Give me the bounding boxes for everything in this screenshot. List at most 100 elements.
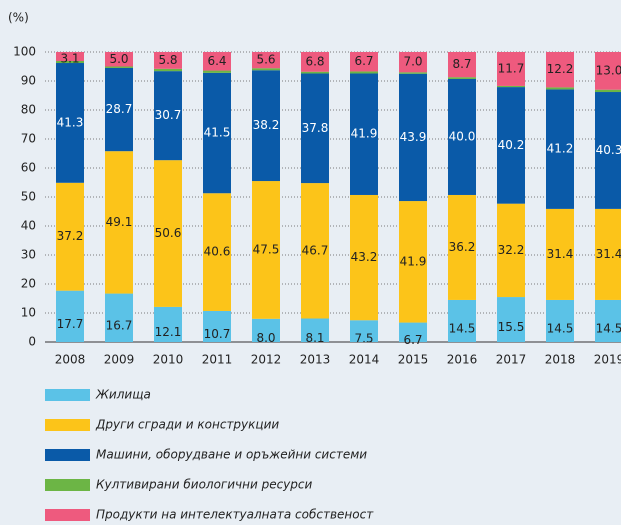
bar-segment: [595, 89, 621, 93]
bar-segment: [350, 73, 378, 195]
legend-swatch: [45, 449, 90, 461]
bar-segment: [203, 52, 231, 71]
bar-segment: [105, 66, 133, 68]
bar-segment: [595, 52, 621, 90]
y-tick-label: 50: [21, 190, 36, 204]
bar-segment: [448, 78, 476, 195]
data-label: 14.5: [547, 321, 574, 335]
data-label: 12.2: [547, 62, 574, 76]
x-tick-label: 2016: [447, 353, 478, 367]
bar-segment: [252, 52, 280, 69]
bar-segment: [350, 52, 378, 72]
data-label: 28.7: [106, 102, 133, 116]
y-tick-label: 100: [13, 45, 36, 59]
data-label: 15.5: [498, 320, 525, 334]
bar-segment: [56, 182, 84, 291]
x-tick-label: 2011: [202, 353, 233, 367]
x-tick-label: 2014: [349, 353, 380, 367]
x-tick-label: 2012: [251, 353, 282, 367]
data-label: 31.4: [596, 247, 621, 261]
data-label: 41.9: [400, 254, 427, 268]
y-tick-label: 40: [21, 219, 36, 233]
data-label: 13.0: [596, 63, 621, 77]
x-tick-label: 2018: [545, 353, 576, 367]
bar-segment: [252, 318, 280, 342]
legend-label: Други сгради и конструкции: [95, 418, 279, 432]
data-label: 3.1: [60, 52, 79, 66]
data-label: 41.5: [204, 126, 231, 140]
bar-segment: [448, 52, 476, 78]
bar-segment: [497, 203, 525, 298]
bar-segment: [546, 87, 574, 90]
data-label: 6.7: [354, 54, 373, 68]
bar-segment: [105, 52, 133, 67]
x-tick-label: 2009: [104, 353, 135, 367]
bar-segment: [350, 320, 378, 342]
data-label: 50.6: [155, 226, 182, 240]
data-label: 40.6: [204, 245, 231, 259]
legend-swatch: [45, 419, 90, 431]
bar-segment: [301, 73, 329, 184]
bar-segment: [105, 67, 133, 152]
bar-segment: [252, 181, 280, 319]
data-label: 12.1: [155, 325, 182, 339]
y-tick-label: 70: [21, 132, 36, 146]
bar-segment: [448, 299, 476, 342]
data-label: 10.7: [204, 327, 231, 341]
legend-label: Жилища: [95, 388, 151, 402]
x-tick-label: 2008: [55, 353, 86, 367]
bar-segment: [154, 68, 182, 72]
data-label: 16.7: [106, 318, 133, 332]
y-tick-label: 90: [21, 74, 36, 88]
data-label: 7.5: [354, 332, 373, 346]
bar-segment: [595, 299, 621, 342]
data-label: 40.3: [596, 143, 621, 157]
data-label: 11.7: [498, 61, 525, 75]
bar-segment: [497, 85, 525, 88]
bar-segment: [546, 89, 574, 209]
x-tick-label: 2010: [153, 353, 184, 367]
bar-segment: [399, 322, 427, 342]
bar-segment: [105, 293, 133, 342]
bar-segment: [301, 183, 329, 319]
bar-segment: [399, 72, 427, 74]
data-label: 14.5: [449, 321, 476, 335]
data-label: 36.2: [449, 240, 476, 254]
legend-swatch: [45, 389, 90, 401]
data-label: 31.4: [547, 247, 574, 261]
data-label: 32.2: [498, 243, 525, 257]
data-label: 5.0: [109, 52, 128, 66]
bar-segment: [56, 290, 84, 342]
bar-segment: [399, 73, 427, 202]
bar-segment: [350, 194, 378, 321]
bar-segment: [546, 208, 574, 300]
bar-segment: [595, 92, 621, 209]
y-tick-label: 60: [21, 161, 36, 175]
y-tick-label: 20: [21, 277, 36, 291]
data-label: 37.8: [302, 121, 329, 135]
bar-segment: [154, 52, 182, 69]
bar-segment: [399, 52, 427, 73]
legend-label: Култивирани биологични ресурси: [96, 478, 313, 492]
data-label: 8.1: [305, 331, 324, 345]
data-label: 47.5: [253, 242, 280, 256]
data-label: 37.2: [57, 229, 84, 243]
data-label: 8.0: [256, 331, 275, 345]
data-label: 17.7: [57, 317, 84, 331]
y-axis-label: (%): [8, 11, 29, 25]
data-label: 6.7: [403, 333, 422, 347]
data-label: 5.6: [256, 53, 275, 67]
bar-segment: [497, 297, 525, 342]
bar-segment: [56, 60, 84, 64]
bar-segment: [301, 71, 329, 74]
data-label: 8.7: [452, 57, 471, 71]
y-tick-label: 80: [21, 103, 36, 117]
y-tick-label: 0: [28, 335, 36, 349]
bar-segment: [203, 70, 231, 73]
legend-swatch: [45, 509, 90, 521]
bar-segment: [301, 52, 329, 72]
bar-segment: [448, 77, 476, 79]
bar-segment: [154, 71, 182, 161]
bar-segment: [350, 71, 378, 74]
